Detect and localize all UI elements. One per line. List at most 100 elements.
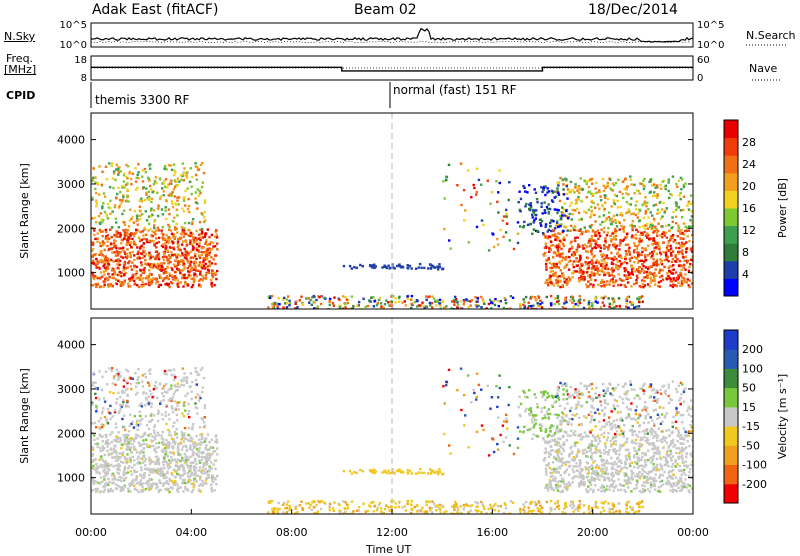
velocity-cell [615,451,617,453]
velocity-cell [206,457,208,459]
power-cell [629,175,631,177]
power-cell [95,221,97,223]
power-cell [505,215,507,217]
power-cell [139,238,141,240]
power-cell [483,303,485,305]
velocity-cell [203,462,205,464]
power-cell [179,255,181,257]
power-cell [543,255,545,257]
power-cell [602,178,604,180]
velocity-cell [611,437,613,439]
power-cell [201,213,203,215]
velocity-cell [92,489,94,491]
power-cell [178,181,180,183]
power-cell [191,223,193,225]
power-cell [628,247,630,249]
power-cell [591,268,593,270]
velocity-cell [146,480,148,482]
power-cell [656,235,658,237]
power-cell [525,203,527,205]
power-cell [626,201,628,203]
power-cell [561,206,563,208]
velocity-cell [106,450,108,452]
power-cell [184,190,186,192]
power-cell [620,257,622,259]
velocity-cell [107,473,109,475]
power-cell [584,261,586,263]
power-cell [431,295,433,297]
power-cell [562,306,564,308]
velocity-cell [216,447,218,449]
power-cell [647,245,649,247]
velocity-cell [645,440,647,442]
power-cell [575,203,577,205]
power-cell [552,270,554,272]
power-cell [653,250,655,252]
power-cell [569,278,571,280]
velocity-cell [647,473,649,475]
velocity-cell [124,436,126,438]
power-cell [688,270,690,272]
power-cell [681,249,683,251]
power-cell [216,248,218,250]
power-cell [379,297,381,299]
velocity-cell [205,446,207,448]
velocity-cell [105,442,107,444]
velocity-cell [195,396,197,398]
power-cell [617,200,619,202]
velocity-cell [136,425,138,427]
power-cell [115,247,117,249]
power-cell [552,230,554,232]
power-cell [407,264,409,266]
power-cell [570,225,572,227]
power-cell [665,185,667,187]
power-cell [500,300,502,302]
power-cell [212,242,214,244]
velocity-cell [122,434,124,436]
power-cell [158,265,160,267]
velocity-cell [138,404,140,406]
power-cell [182,260,184,262]
power-cell [124,235,126,237]
velocity-cell [591,452,593,454]
velocity-cell [145,439,147,441]
power-cell [333,296,335,298]
velocity-cell [204,425,206,427]
power-cell [118,252,120,254]
velocity-cell [203,377,205,379]
power-cell [183,268,185,270]
velocity-cell [137,455,139,457]
power-cell [180,270,182,272]
power-cell [557,192,559,194]
power-cell [177,184,179,186]
velocity-cell [104,466,106,468]
power-cell [594,269,596,271]
velocity-cell [211,490,213,492]
power-cell [601,297,603,299]
power-cell [557,226,559,228]
velocity-cell [161,392,163,394]
power-cell [145,253,147,255]
power-cell [445,176,447,178]
velocity-cell [144,373,146,375]
power-cell [588,209,590,211]
power-cell [660,261,662,263]
power-cell [181,243,183,245]
power-cell [181,207,183,209]
power-cell [289,302,291,304]
power-cell [560,217,562,219]
velocity-cell [577,469,579,471]
power-cell [668,181,670,183]
velocity-cell [132,481,134,483]
velocity-cell [161,413,163,415]
velocity-cell [109,434,111,436]
velocity-cell [118,479,120,481]
velocity-cell [120,447,122,449]
power-cell [101,171,103,173]
power-cell [608,244,610,246]
velocity-cell [158,463,160,465]
velocity-cell [137,376,139,378]
velocity-cell [120,375,122,377]
power-cell [338,299,340,301]
power-cell [611,232,613,234]
